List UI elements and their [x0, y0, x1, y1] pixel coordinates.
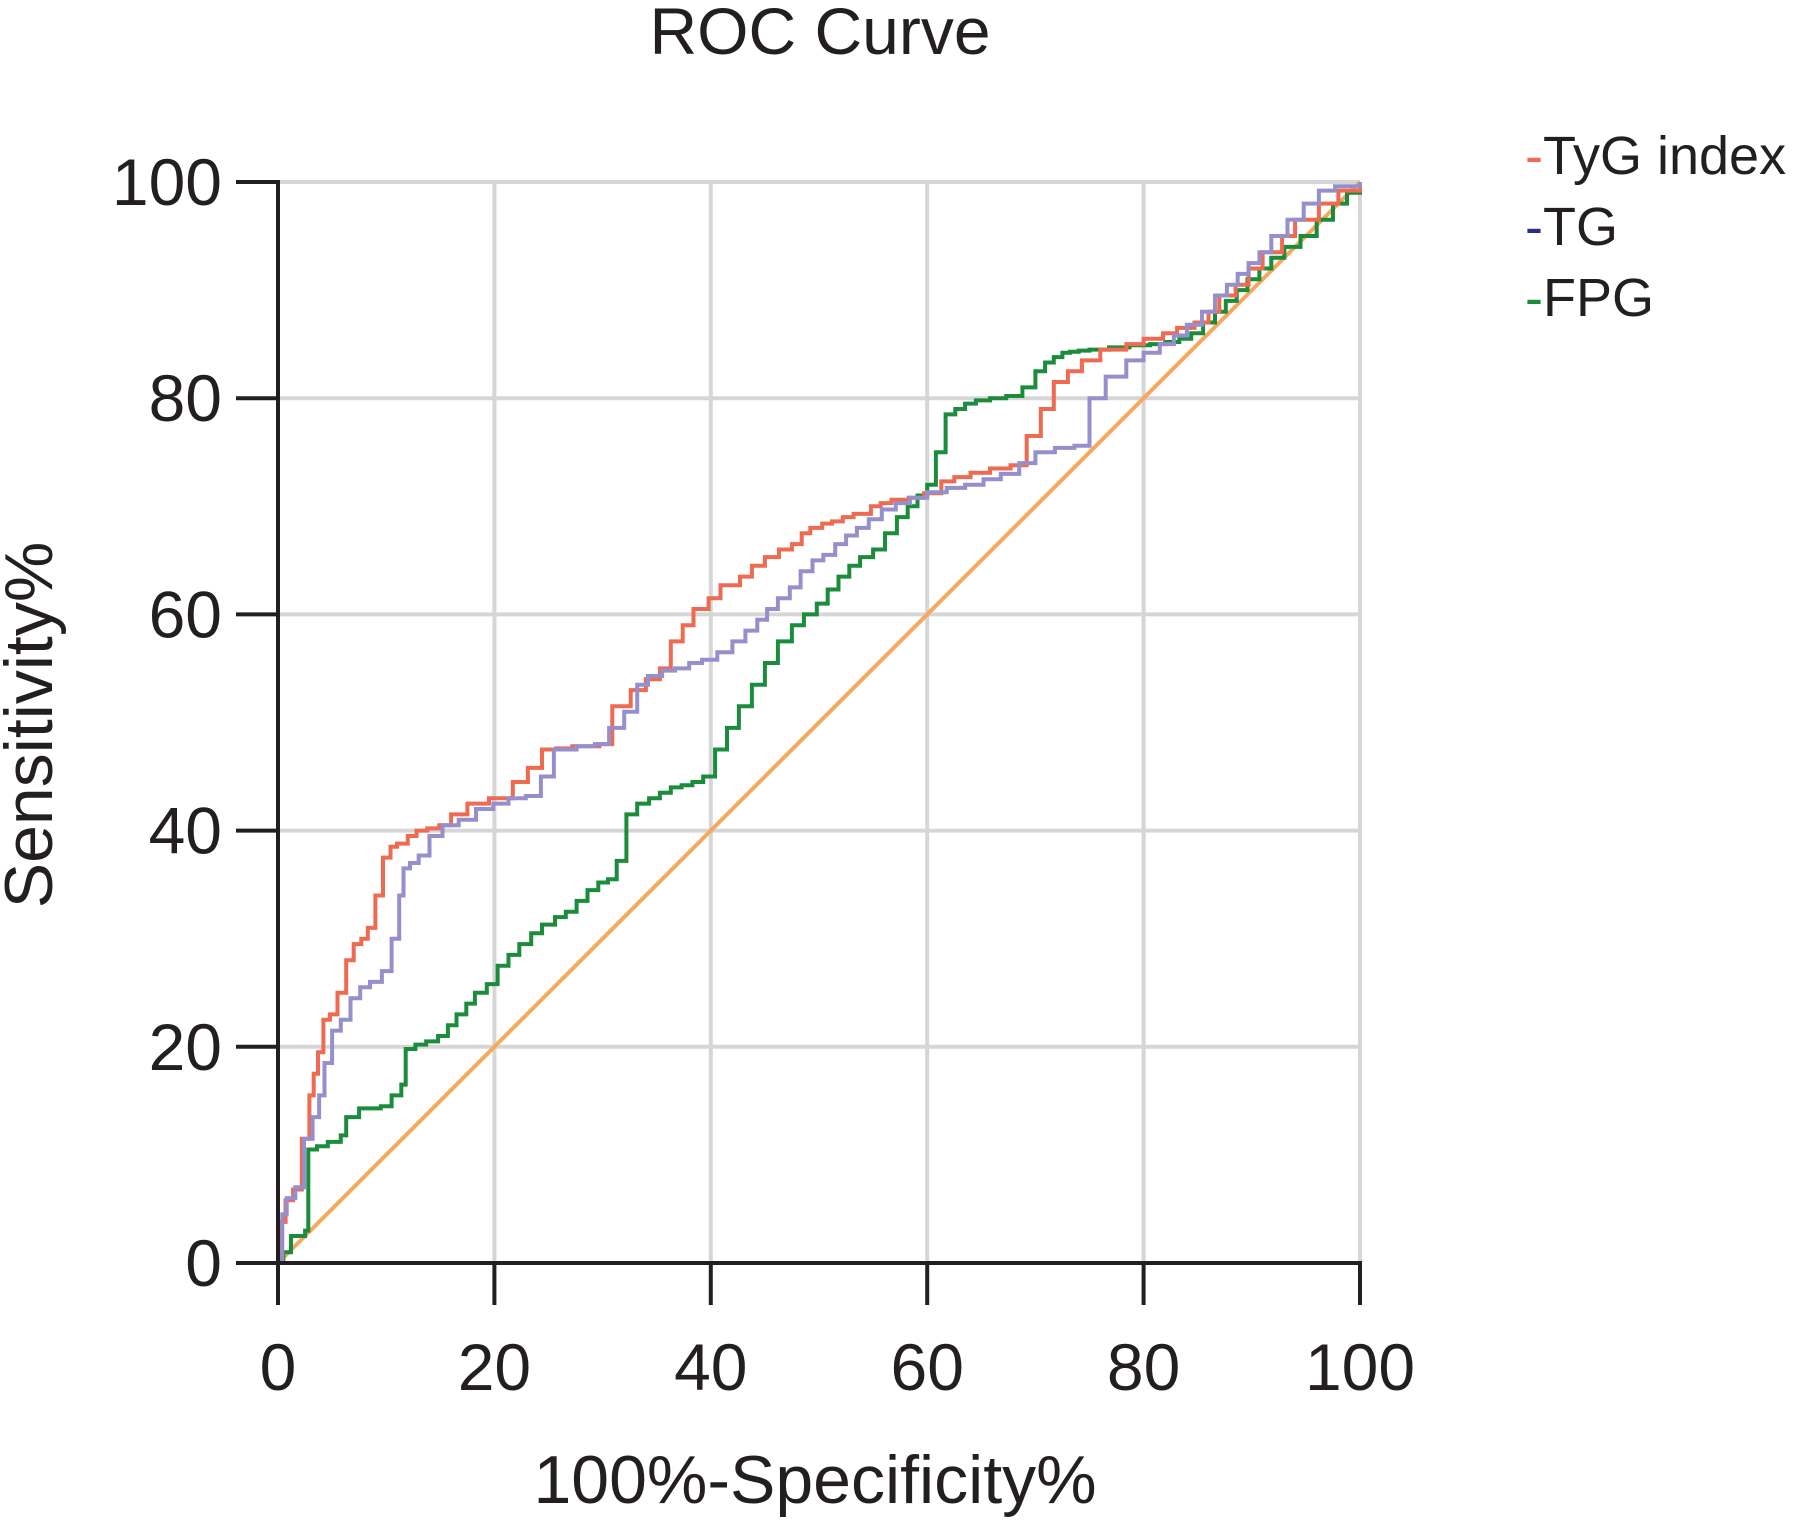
chart-title: ROC Curve [649, 0, 990, 68]
legend-label-tyg-index: -TyG index [1525, 126, 1786, 186]
legend-text-tg: TG [1543, 197, 1618, 257]
x-tick-label-3: 60 [890, 1330, 963, 1404]
y-tick-label-4: 80 [149, 361, 222, 435]
y-tick-label-1: 20 [149, 1010, 222, 1084]
y-axis-title: Sensitivity% [0, 542, 67, 909]
reference-line-group [276, 180, 1362, 1265]
legend-label-tg: -TG [1525, 197, 1618, 257]
y-tick-label-3: 60 [149, 577, 222, 651]
x-tick-label-2: 40 [674, 1330, 747, 1404]
legend-text-tyg-index: TyG index [1543, 126, 1786, 186]
legend-swatch-fpg: - [1525, 268, 1543, 328]
series-line-tyg-index [278, 182, 1362, 1265]
series-group [278, 182, 1362, 1265]
axes [236, 180, 1362, 1305]
legend-swatch-tyg-index: - [1525, 126, 1543, 186]
x-tick-label-1: 20 [458, 1330, 531, 1404]
legend-label-fpg: -FPG [1525, 268, 1654, 328]
x-tick-label-0: 0 [260, 1330, 297, 1404]
y-tick-label-2: 40 [149, 794, 222, 868]
reference-diagonal-line [276, 180, 1362, 1265]
y-tick-label-0: 0 [185, 1226, 222, 1300]
legend: -TyG index-TG-FPG [1525, 126, 1786, 328]
x-tick-label-5: 100 [1305, 1330, 1415, 1404]
legend-text-fpg: FPG [1543, 268, 1654, 328]
x-tick-label-4: 80 [1107, 1330, 1180, 1404]
series-line-tg [278, 182, 1362, 1265]
y-tick-label-5: 100 [112, 145, 222, 219]
legend-swatch-tg: - [1525, 197, 1543, 257]
x-axis-title: 100%-Specificity% [533, 1442, 1096, 1518]
tick-labels: 0 20 40 60 80 100 0 20 40 60 80 100 [112, 145, 1415, 1404]
